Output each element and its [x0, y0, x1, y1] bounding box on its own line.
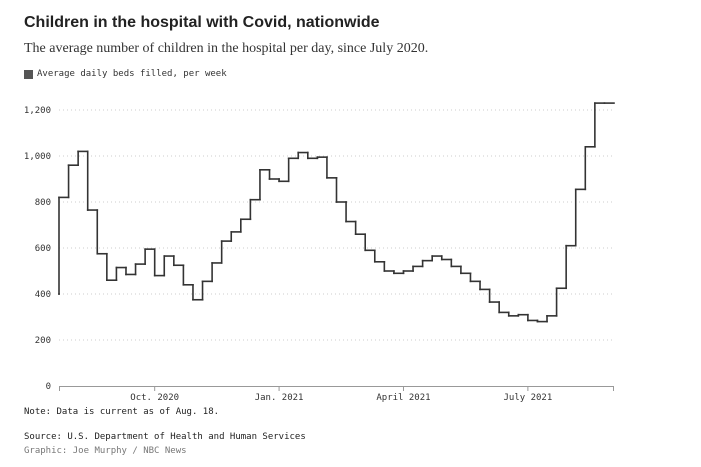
legend-swatch: [24, 69, 33, 79]
x-tick-label: Oct. 2020: [130, 393, 179, 403]
y-tick-label: 1,200: [24, 106, 51, 116]
data-note: Note: Data is current as of Aug. 18.: [24, 407, 220, 417]
y-tick-label: 400: [35, 290, 51, 300]
y-tick-label: 200: [35, 336, 51, 346]
chart-title: Children in the hospital with Covid, nat…: [24, 14, 380, 31]
y-tick-label: 1,000: [24, 152, 51, 162]
chart-subtitle: The average number of children in the ho…: [24, 41, 429, 56]
x-tick-label: Jan. 2021: [255, 393, 304, 403]
x-tick-label: July 2021: [503, 393, 552, 403]
legend: Average daily beds filled, per week: [24, 69, 227, 79]
x-axis: Oct. 2020 Jan. 2021 April 2021 July 2021: [59, 386, 614, 403]
graphic-credit: Graphic: Joe Murphy / NBC News: [24, 446, 187, 456]
y-tick-label: 600: [35, 244, 51, 254]
series-layer: [58, 102, 615, 323]
y-tick-label: 800: [35, 198, 51, 208]
x-tick-label: April 2021: [376, 393, 430, 403]
legend-label: Average daily beds filled, per week: [37, 69, 227, 79]
y-axis-tick-labels: 0 200 400 600 800 1,000 1,200: [24, 106, 51, 392]
source-credit: Source: U.S. Department of Health and Hu…: [24, 432, 306, 442]
grid-lines: [59, 109, 614, 341]
y-tick-label: 0: [46, 382, 51, 392]
